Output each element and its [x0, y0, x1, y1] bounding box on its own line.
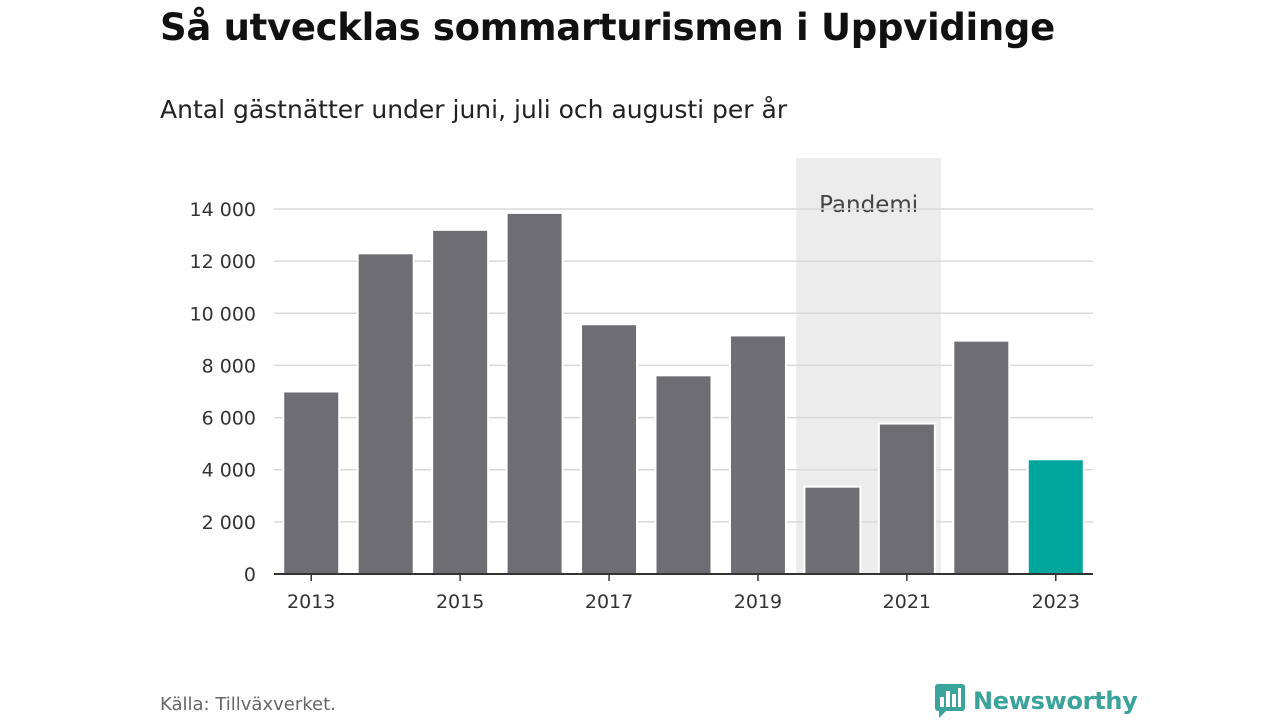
y-tick-label: 14 000 — [190, 199, 256, 221]
bar-2018 — [654, 374, 713, 576]
bar-2021 — [877, 422, 936, 576]
axes: 0 2 000 4 000 6 000 8 000 10 000 12 000 14 000 2… — [190, 199, 1093, 613]
x-tick-label: 2019 — [734, 591, 782, 613]
y-tick-label: 12 000 — [190, 251, 256, 273]
x-tick-label: 2013 — [287, 591, 335, 613]
bar-2019 — [728, 334, 787, 576]
newsworthy-logo-icon — [935, 684, 965, 718]
pandemic-label: Pandemi — [819, 192, 918, 218]
chart-title: Så utvecklas sommarturismen i Uppvidinge — [160, 6, 1055, 49]
logo-text: Newsworthy — [973, 687, 1138, 715]
bar-2023 — [1026, 458, 1085, 575]
x-tick-label: 2015 — [436, 591, 484, 613]
y-tick-label: 10 000 — [190, 303, 256, 325]
x-tick-label: 2023 — [1032, 591, 1080, 613]
x-tick-label: 2017 — [585, 591, 633, 613]
y-tick-label: 6 000 — [202, 408, 256, 430]
bar-2022 — [952, 339, 1011, 575]
bar-2013 — [282, 390, 341, 575]
bar-2020 — [803, 485, 862, 575]
bar-2014 — [356, 252, 415, 575]
bars — [282, 211, 1085, 576]
y-tick-label: 8 000 — [202, 355, 256, 377]
y-tick-label: 0 — [244, 564, 256, 586]
newsworthy-logo[interactable]: Newsworthy — [934, 683, 1138, 719]
y-tick-label: 4 000 — [202, 460, 256, 482]
x-tick-label: 2021 — [883, 591, 931, 613]
bar-2016 — [505, 211, 564, 576]
chart-subtitle: Antal gästnätter under juni, juli och au… — [160, 95, 788, 124]
source-note: Källa: Tillväxverket. — [160, 694, 336, 715]
y-tick-label: 2 000 — [202, 512, 256, 534]
bar-2017 — [580, 323, 639, 575]
bar-chart: Pandemi 0 2 000 4 000 6 000 8 000 10 000 12 00… — [190, 158, 1093, 613]
bar-2015 — [431, 228, 490, 575]
